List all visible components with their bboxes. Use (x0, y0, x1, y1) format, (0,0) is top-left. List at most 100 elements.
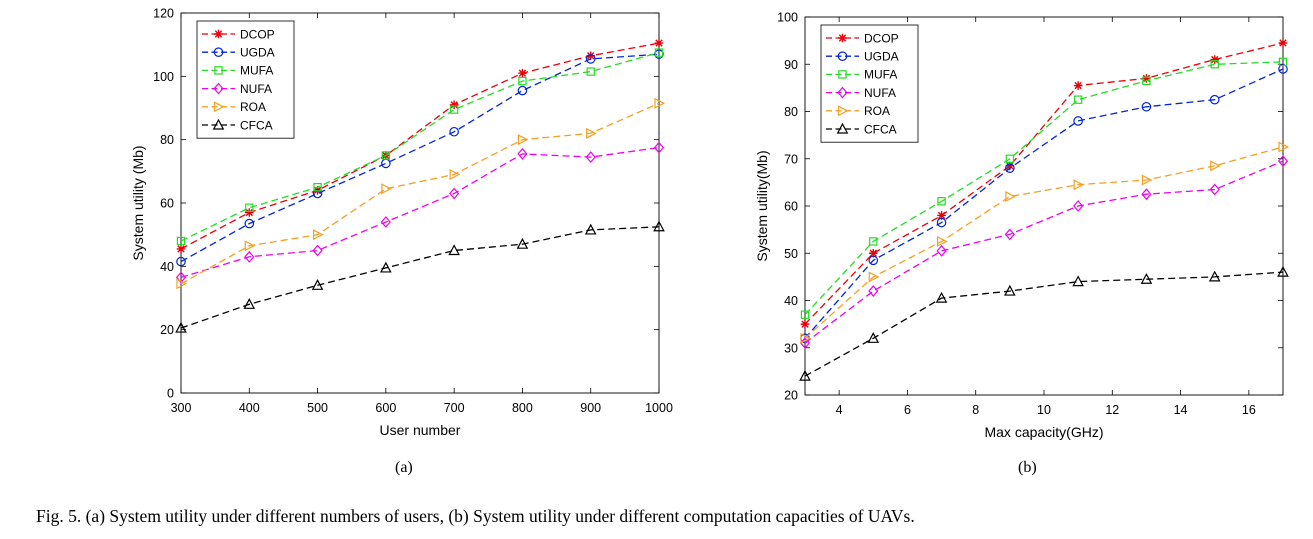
data-point (1005, 161, 1015, 171)
legend-marker (836, 122, 849, 134)
series-line (180, 146, 660, 279)
legend-label: MUFA (864, 68, 897, 82)
data-point (937, 211, 946, 220)
data-point (1142, 74, 1151, 83)
x-tick-label: 400 (239, 401, 260, 415)
data-point (448, 244, 460, 256)
y-tick-label: 50 (784, 247, 798, 261)
y-tick-label: 0 (167, 387, 174, 401)
data-point (868, 271, 880, 283)
data-point (1141, 188, 1152, 201)
subfigure-label-a: (a) (395, 459, 413, 476)
data-point (869, 237, 878, 246)
legend-marker (214, 66, 223, 75)
x-tick-label: 500 (307, 401, 328, 415)
legend-label: ROA (864, 104, 890, 118)
x-tick-label: 6 (904, 403, 911, 417)
data-point (1278, 64, 1288, 74)
data-point (449, 169, 461, 180)
series-mufa (800, 57, 1288, 319)
x-tick-label: 14 (1174, 403, 1188, 417)
legend-label: UGDA (864, 50, 899, 64)
data-point (518, 76, 527, 86)
legend-marker (213, 101, 225, 113)
series-line (180, 42, 660, 250)
legend-marker (214, 29, 223, 39)
data-point (312, 244, 323, 257)
data-point (1209, 183, 1220, 196)
data-point (244, 250, 255, 263)
y-tick-label: 40 (160, 260, 174, 274)
data-point (176, 236, 186, 246)
data-point (1005, 154, 1015, 163)
legend-box (196, 20, 295, 139)
data-point (1210, 60, 1219, 69)
y-tick-label: 60 (784, 200, 798, 214)
data-point (937, 197, 946, 206)
data-point (243, 298, 256, 309)
y-tick-label: 80 (160, 133, 174, 147)
legend-marker (213, 82, 224, 95)
data-point (176, 256, 186, 267)
series-mufa (176, 48, 664, 246)
legend-label: NUFA (240, 82, 272, 96)
data-point (653, 141, 665, 154)
series-line (180, 53, 660, 263)
data-point (176, 278, 188, 290)
data-point (1072, 275, 1084, 287)
y-tick-label: 100 (777, 11, 798, 25)
data-point (311, 279, 324, 290)
subfigure-label-b: (b) (1018, 459, 1037, 476)
data-point (586, 67, 595, 76)
data-point (868, 248, 878, 258)
data-point (1278, 38, 1288, 48)
y-tick-label: 20 (784, 389, 798, 403)
data-point (867, 332, 880, 343)
data-point (935, 291, 948, 303)
data-point (584, 223, 597, 235)
data-point (654, 48, 664, 57)
data-point (799, 337, 811, 349)
data-point (244, 240, 256, 252)
data-point (1210, 55, 1220, 64)
series-line (804, 271, 1284, 377)
y-tick-label: 30 (784, 341, 798, 355)
x-tick-label: 4 (836, 403, 843, 417)
data-point (244, 208, 254, 217)
data-point (654, 49, 664, 59)
legend-marker (213, 47, 224, 57)
data-point (1277, 155, 1289, 168)
figure-caption: Fig. 5. (a) System utility under differe… (36, 506, 915, 526)
series-line (180, 226, 660, 329)
y-tick-label: 20 (160, 323, 174, 337)
series-line (180, 102, 660, 285)
data-point (1142, 76, 1151, 85)
series-line (804, 61, 1284, 316)
data-point (1073, 81, 1083, 90)
data-point (1141, 101, 1152, 112)
legend-marker (212, 118, 225, 130)
legend-label: NUFA (864, 86, 896, 100)
series-dcop (800, 38, 1288, 329)
legend-marker (837, 51, 848, 61)
data-point (585, 54, 596, 64)
series-nufa (175, 141, 665, 284)
data-point (517, 147, 528, 160)
data-point (654, 38, 664, 48)
data-point (586, 51, 596, 61)
series-line (804, 68, 1284, 339)
data-point (245, 203, 254, 212)
data-point (1005, 163, 1015, 173)
data-point (381, 151, 391, 160)
x-tick-label: 1000 (645, 401, 673, 415)
x-tick-label: 700 (444, 401, 465, 415)
data-point (516, 237, 529, 249)
y-axis-label: System utility(Mb) (754, 150, 770, 261)
series-ugda (800, 64, 1288, 344)
data-point (1209, 94, 1220, 105)
data-point (1005, 191, 1016, 203)
data-point (1073, 200, 1084, 212)
data-point (1208, 270, 1221, 282)
x-axis-label: User number (380, 422, 461, 438)
data-point (1278, 141, 1290, 153)
